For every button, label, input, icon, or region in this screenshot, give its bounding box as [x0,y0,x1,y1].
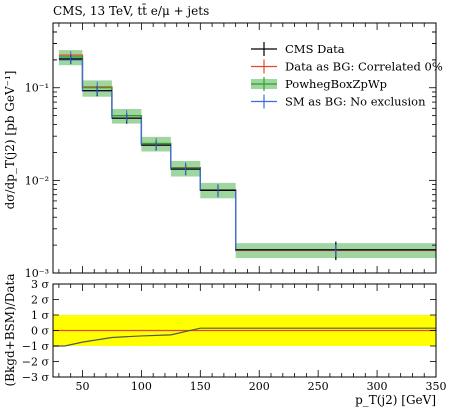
x-tick-label: 200 [249,380,270,393]
ratio-y-tick-label: −1 σ [22,340,50,353]
x-axis-title: p_T(j2) [GeV] [355,393,436,407]
ratio-y-tick-label: −3 σ [22,371,50,384]
x-tick-label: 150 [190,380,211,393]
x-tick-label: 350 [426,380,447,393]
ratio-y-tick-label: 1 σ [31,309,49,322]
main-y-tick-label: 10⁻¹ [25,82,49,95]
ratio-y-tick-label: 2 σ [31,294,49,307]
chart-title: CMS, 13 TeV, tt̄ e/μ + jets [53,2,209,18]
main-panel: 10⁻³ 10⁻² 10⁻¹ [25,22,437,280]
ratio-y-tick-label: 3 σ [31,278,49,291]
x-tick-label: 50 [75,380,89,393]
main-y-tick-label: 10⁻² [25,174,49,187]
main-y-tick-label: 10⁻³ [25,267,49,280]
main-frame [52,22,437,274]
ratio-y-tick-label: 0 σ [31,325,49,338]
x-tick-label: 100 [131,380,152,393]
legend-entry-label: SM as BG: No exclusion [285,95,426,109]
x-tick-label: 250 [308,380,329,393]
legend-entry-label: PowhegBoxZpWp [285,77,387,91]
x-tick-label: 300 [367,380,388,393]
ratio-series-line-1 [53,327,436,347]
ratio-panel: 3 σ 2 σ 1 σ 0 σ −1 σ −2 σ −3 σ 50 100 150 200 250 30… [22,278,447,393]
legend-entry-label: CMS Data [285,42,345,56]
ratio-y-axis-title: (Bkgd+BSM)/Data [3,274,17,387]
main-y-axis-title: dσ/dp_T(j2) [pb GeV⁻¹] [3,71,17,210]
ratio-y-tick-label: −2 σ [22,356,50,369]
legend: CMS Data Data as BG: Correlated 0% PowhegB… [251,42,443,109]
legend-entry-label: Data as BG: Correlated 0% [285,60,443,74]
